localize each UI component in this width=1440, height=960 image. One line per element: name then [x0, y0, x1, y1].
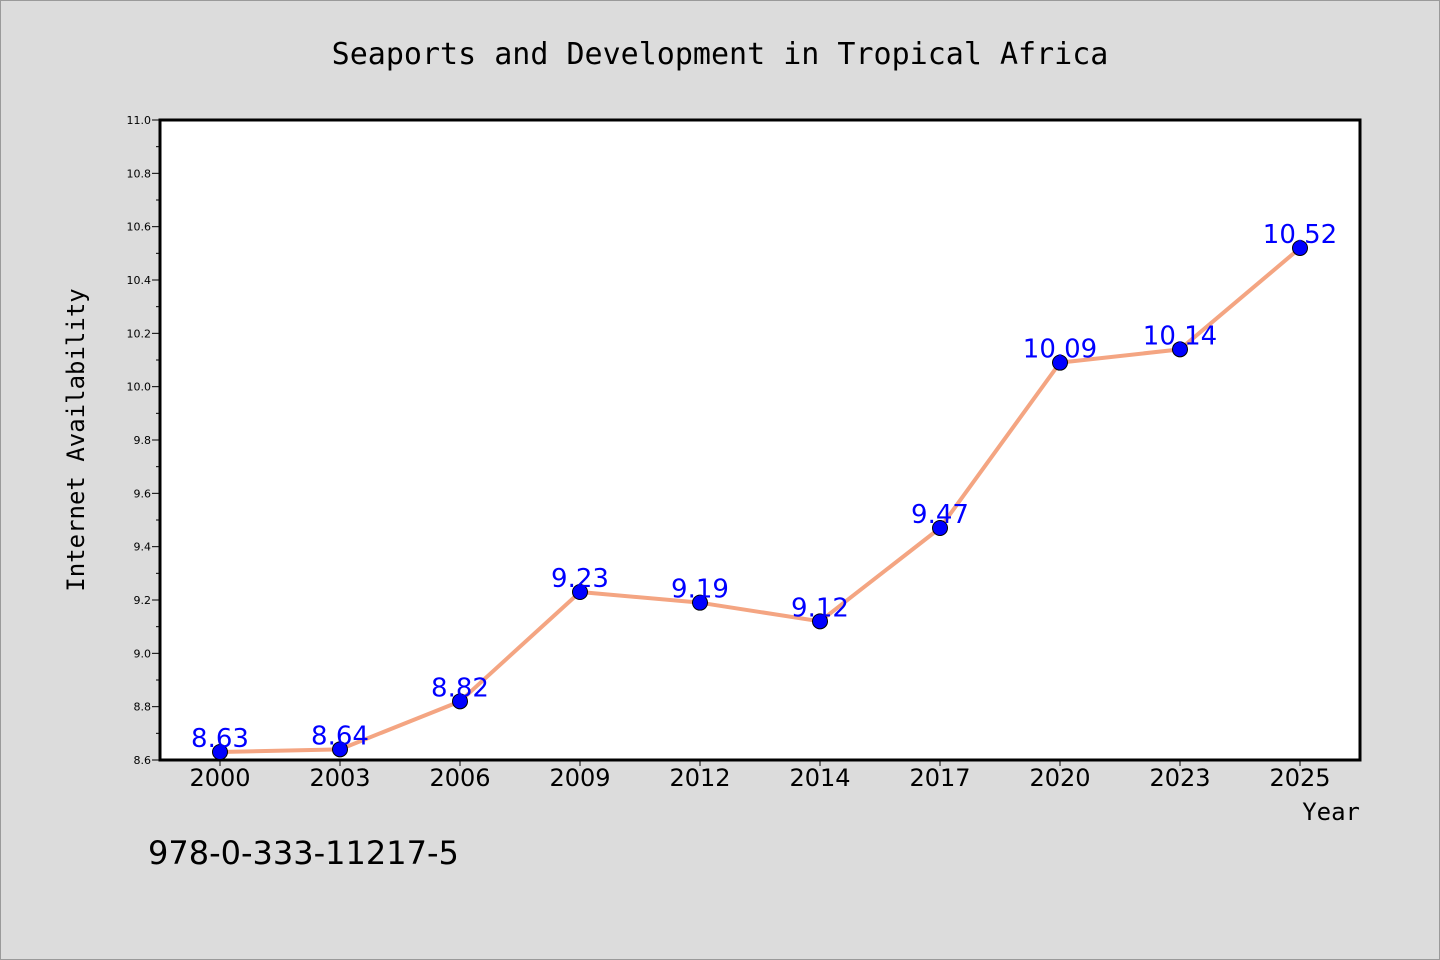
x-tick-label: 2014 [789, 764, 850, 792]
data-point [1052, 354, 1068, 371]
series-layer: 8.63 8.64 8.82 9.23 9.19 9.12 9.47 10.09 10.14 10… [191, 220, 1337, 760]
data-point [932, 520, 948, 536]
data-point [812, 613, 828, 630]
data-point [692, 594, 708, 611]
y-tick-label: 10.6 [127, 221, 152, 234]
data-point [1292, 240, 1308, 256]
x-axis: 2000 2003 2006 2009 2012 2014 2017 2020 2023 2025 [189, 760, 1331, 792]
x-tick-label: 2025 [1269, 764, 1330, 792]
data-label: 8.64 [311, 721, 369, 751]
y-axis: 8.6 8.8 9.0 9.2 9.4 9.6 9.8 10.0 10.2 10.4 10.6 10.… [127, 114, 160, 767]
y-tick-label: 9.0 [134, 647, 152, 660]
x-tick-label: 2020 [1029, 764, 1090, 792]
data-label: 9.19 [671, 575, 729, 605]
data-label: 8.63 [191, 724, 249, 754]
series-line [219, 246, 1302, 754]
x-tick-label: 2017 [909, 764, 970, 792]
y-tick-label: 10.4 [127, 274, 152, 287]
y-tick-label: 11.0 [127, 114, 152, 127]
x-tick-label: 2009 [549, 764, 610, 792]
x-tick-label: 2006 [429, 764, 490, 792]
x-tick-label: 2003 [309, 764, 370, 792]
x-tick-label: 2012 [669, 764, 730, 792]
y-tick-label: 9.8 [134, 434, 152, 447]
x-axis-label: Year [1302, 798, 1360, 826]
y-axis-label: Internet Availability [62, 288, 90, 591]
y-tick-label: 10.2 [127, 327, 152, 340]
data-label: 9.47 [911, 500, 969, 530]
data-point [212, 744, 228, 760]
chart-title: Seaports and Development in Tropical Afr… [332, 37, 1109, 72]
y-tick-label: 9.4 [134, 541, 152, 554]
y-tick-label: 10.8 [127, 167, 152, 180]
y-tick-label: 8.6 [134, 754, 152, 767]
y-tick-label: 10.0 [127, 381, 152, 394]
data-point [572, 584, 588, 600]
x-tick-label: 2023 [1149, 764, 1210, 792]
data-label: 10.52 [1263, 220, 1337, 250]
plot-area [158, 118, 1362, 762]
data-point [452, 693, 468, 710]
x-tick-label: 2000 [189, 764, 250, 792]
isbn-text: 978-0-333-11217-5 [148, 834, 459, 872]
y-tick-label: 9.6 [134, 487, 152, 500]
y-tick-label: 8.8 [134, 701, 152, 714]
data-label: 8.82 [431, 673, 489, 703]
data-label: 9.23 [551, 564, 609, 594]
data-point [332, 741, 348, 758]
data-label: 10.14 [1143, 321, 1217, 351]
data-label: 10.09 [1023, 335, 1097, 365]
y-tick-label: 9.2 [134, 594, 152, 607]
data-label: 9.12 [791, 593, 849, 623]
data-point [1172, 341, 1188, 358]
